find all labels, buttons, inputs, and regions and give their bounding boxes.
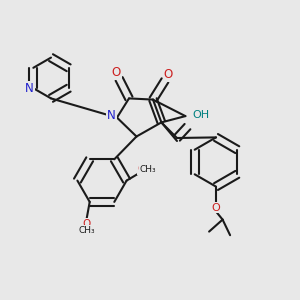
Text: N: N	[107, 109, 116, 122]
Text: OH: OH	[192, 110, 209, 121]
Text: CH₃: CH₃	[78, 226, 95, 235]
Text: O: O	[164, 68, 172, 81]
Text: CH₃: CH₃	[139, 165, 156, 174]
Text: N: N	[25, 82, 34, 95]
Text: O: O	[82, 219, 91, 229]
Text: O: O	[112, 66, 121, 80]
Text: O: O	[212, 202, 220, 213]
Text: O: O	[137, 164, 146, 175]
